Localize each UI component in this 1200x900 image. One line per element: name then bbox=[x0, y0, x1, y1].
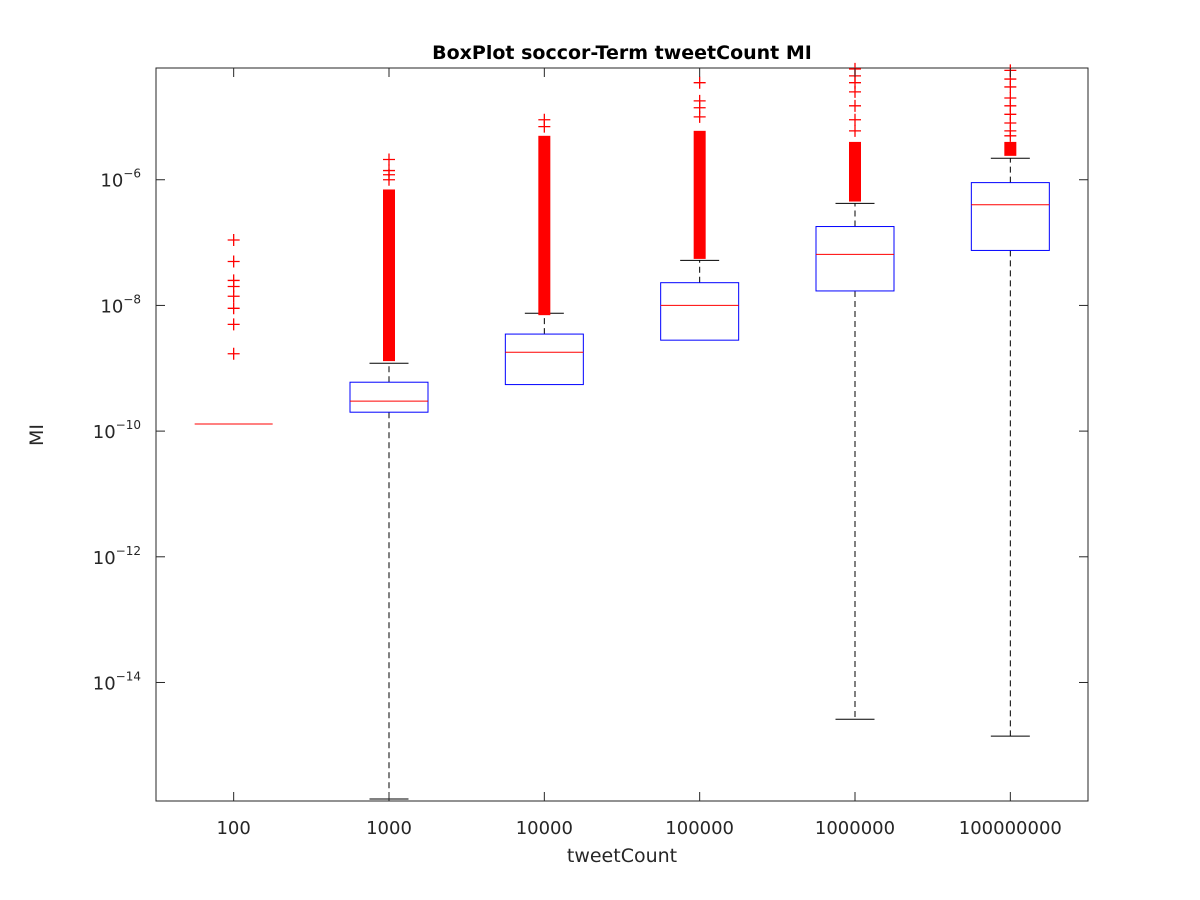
y-tick-label: 10−12 bbox=[93, 544, 141, 569]
outlier-marker bbox=[227, 302, 240, 315]
outlier-marker bbox=[849, 99, 861, 112]
outlier-marker bbox=[693, 94, 706, 107]
outlier-cluster bbox=[383, 189, 395, 362]
box-group-100000 bbox=[660, 76, 740, 341]
box-iqr bbox=[815, 226, 895, 292]
outlier-marker bbox=[227, 347, 240, 360]
x-tick-label: 1000 bbox=[366, 818, 412, 839]
outlier-marker bbox=[227, 274, 240, 287]
box-iqr bbox=[970, 182, 1050, 251]
y-tick-base: 10 bbox=[93, 673, 116, 694]
box-group-100 bbox=[194, 233, 273, 425]
y-tick-exponent: −12 bbox=[116, 544, 141, 558]
outlier-marker bbox=[227, 233, 240, 246]
y-tick-label: 10−10 bbox=[93, 418, 141, 443]
y-tick-base: 10 bbox=[100, 171, 123, 192]
x-tick-label: 100 bbox=[216, 818, 250, 839]
x-tick-label: 100000000 bbox=[959, 818, 1062, 839]
y-tick-exponent: −10 bbox=[116, 418, 141, 432]
x-tick-label: 1000000 bbox=[815, 818, 895, 839]
outlier-marker bbox=[538, 113, 551, 126]
box-iqr bbox=[660, 282, 740, 341]
y-tick-exponent: −6 bbox=[123, 167, 141, 181]
outlier-cluster bbox=[849, 141, 861, 202]
outlier-cluster bbox=[693, 130, 706, 259]
y-tick-exponent: −14 bbox=[116, 669, 141, 683]
box-iqr bbox=[504, 333, 584, 386]
outlier-marker bbox=[383, 164, 395, 177]
y-tick-base: 10 bbox=[100, 296, 123, 317]
y-tick-label: 10−6 bbox=[100, 167, 141, 192]
y-axis-label: MI bbox=[26, 424, 48, 446]
x-tick-label: 10000 bbox=[516, 818, 573, 839]
y-tick-exponent: −8 bbox=[123, 292, 141, 306]
outlier-marker bbox=[227, 318, 240, 331]
outlier-marker bbox=[693, 76, 706, 89]
box-group-1000 bbox=[349, 153, 429, 800]
x-tick-label: 100000 bbox=[665, 818, 734, 839]
y-tick-base: 10 bbox=[93, 548, 116, 569]
outlier-marker bbox=[227, 255, 240, 268]
x-axis-label: tweetCount bbox=[567, 845, 677, 867]
outlier-cluster bbox=[1004, 141, 1017, 156]
y-tick-base: 10 bbox=[93, 422, 116, 443]
chart-title: BoxPlot soccor-Term tweetCount MI bbox=[432, 42, 812, 64]
box-iqr bbox=[349, 381, 429, 413]
outlier-cluster bbox=[538, 135, 551, 316]
y-tick-label: 10−8 bbox=[100, 292, 141, 317]
outlier-marker bbox=[1004, 91, 1017, 104]
outlier-marker bbox=[849, 113, 861, 126]
outlier-marker bbox=[849, 124, 861, 137]
outlier-marker bbox=[383, 153, 395, 166]
chart-marks bbox=[194, 62, 1050, 800]
y-tick-label: 10−14 bbox=[93, 669, 141, 694]
x-axis-ticks: 100 1000 10000 100000 1000000 100000000 bbox=[216, 68, 1062, 839]
plot-area bbox=[155, 67, 1089, 802]
box-group-10000 bbox=[504, 113, 584, 386]
